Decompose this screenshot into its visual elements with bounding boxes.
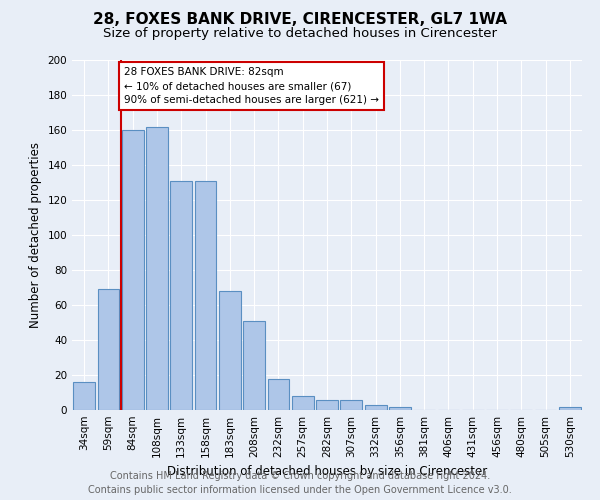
Bar	[340, 400, 362, 410]
Text: 28 FOXES BANK DRIVE: 82sqm
← 10% of detached houses are smaller (67)
90% of semi: 28 FOXES BANK DRIVE: 82sqm ← 10% of deta…	[124, 67, 379, 105]
Bar	[97, 289, 119, 410]
Bar	[389, 406, 411, 410]
Bar	[316, 400, 338, 410]
Bar	[122, 130, 143, 410]
Bar	[73, 382, 95, 410]
Bar	[292, 396, 314, 410]
Text: Size of property relative to detached houses in Cirencester: Size of property relative to detached ho…	[103, 28, 497, 40]
Bar	[194, 180, 217, 410]
Bar	[559, 406, 581, 410]
X-axis label: Distribution of detached houses by size in Cirencester: Distribution of detached houses by size …	[167, 466, 487, 478]
Text: Contains HM Land Registry data © Crown copyright and database right 2024.
Contai: Contains HM Land Registry data © Crown c…	[88, 471, 512, 495]
Y-axis label: Number of detached properties: Number of detached properties	[29, 142, 42, 328]
Text: 28, FOXES BANK DRIVE, CIRENCESTER, GL7 1WA: 28, FOXES BANK DRIVE, CIRENCESTER, GL7 1…	[93, 12, 507, 28]
Bar	[268, 378, 289, 410]
Bar	[170, 180, 192, 410]
Bar	[243, 321, 265, 410]
Bar	[219, 291, 241, 410]
Bar	[365, 405, 386, 410]
Bar	[146, 126, 168, 410]
